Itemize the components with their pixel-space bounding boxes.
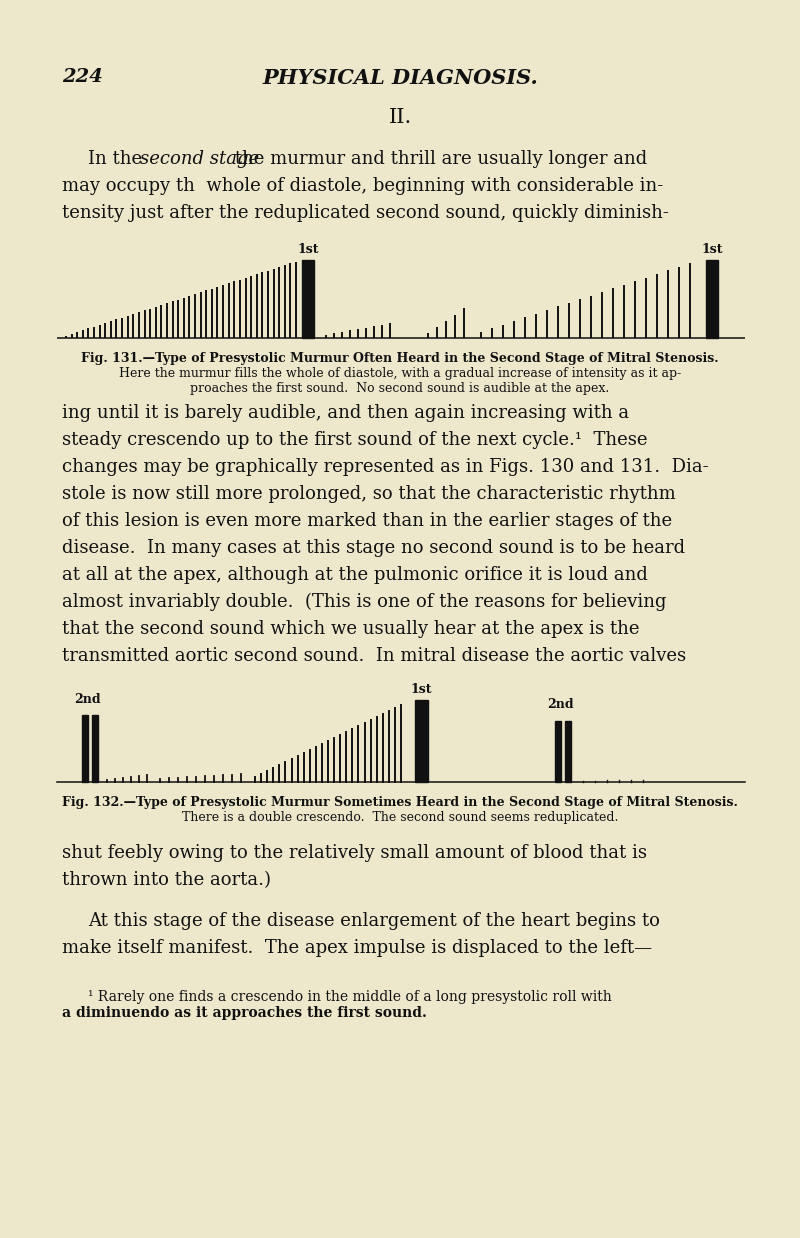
Text: 1st: 1st (702, 243, 722, 256)
Text: 2nd: 2nd (546, 698, 574, 711)
Text: ing until it is barely audible, and then again increasing with a: ing until it is barely audible, and then… (62, 404, 629, 422)
Text: Here the murmur fills the whole of diastole, with a gradual increase of intensit: Here the murmur fills the whole of diast… (119, 366, 681, 380)
Text: transmitted aortic second sound.  In mitral disease the aortic valves: transmitted aortic second sound. In mitr… (62, 647, 686, 665)
Text: proaches the first sound.  No second sound is audible at the apex.: proaches the first sound. No second soun… (190, 383, 610, 395)
Text: 224: 224 (62, 68, 103, 85)
Text: ¹ Rarely one finds a crescendo in the middle of a long presystolic roll with: ¹ Rarely one finds a crescendo in the mi… (88, 990, 612, 1004)
Text: that the second sound which we usually hear at the apex is the: that the second sound which we usually h… (62, 620, 639, 638)
Text: make itself manifest.  The apex impulse is displaced to the left—: make itself manifest. The apex impulse i… (62, 938, 652, 957)
Bar (92, 714, 98, 782)
Text: changes may be graphically represented as in Figs. 130 and 131.  Dia-: changes may be graphically represented a… (62, 458, 709, 475)
Text: 2nd: 2nd (74, 693, 100, 706)
Text: II.: II. (388, 108, 412, 128)
Text: the murmur and thrill are usually longer and: the murmur and thrill are usually longer… (229, 150, 647, 168)
Bar (555, 721, 561, 782)
Bar (565, 721, 571, 782)
Text: of this lesion is even more marked than in the earlier stages of the: of this lesion is even more marked than … (62, 513, 672, 530)
Text: At this stage of the disease enlargement of the heart begins to: At this stage of the disease enlargement… (88, 912, 660, 930)
Text: 1st: 1st (298, 243, 318, 256)
Text: Fig. 131.—Type of Presystolic Murmur Often Heard in the Second Stage of Mitral S: Fig. 131.—Type of Presystolic Murmur Oft… (81, 352, 719, 365)
Text: at all at the apex, although at the pulmonic orifice it is loud and: at all at the apex, although at the pulm… (62, 566, 648, 584)
Text: may occupy th  whole of diastole, beginning with considerable in-: may occupy th whole of diastole, beginni… (62, 177, 663, 196)
Text: shut feebly owing to the relatively small amount of blood that is: shut feebly owing to the relatively smal… (62, 844, 647, 862)
Text: 1st: 1st (410, 683, 432, 696)
Text: In the: In the (88, 150, 148, 168)
Text: stole is now still more prolonged, so that the characteristic rhythm: stole is now still more prolonged, so th… (62, 485, 676, 503)
Text: steady crescendo up to the first sound of the next cycle.¹  These: steady crescendo up to the first sound o… (62, 431, 647, 449)
Bar (706, 260, 718, 338)
Text: disease.  In many cases at this stage no second sound is to be heard: disease. In many cases at this stage no … (62, 539, 685, 557)
Bar (82, 714, 88, 782)
Text: tensity just after the reduplicated second sound, quickly diminish-: tensity just after the reduplicated seco… (62, 204, 669, 222)
Bar (415, 699, 428, 782)
Text: Fig. 132.—Type of Presystolic Murmur Sometimes Heard in the Second Stage of Mitr: Fig. 132.—Type of Presystolic Murmur Som… (62, 796, 738, 808)
Text: PHYSICAL DIAGNOSIS.: PHYSICAL DIAGNOSIS. (262, 68, 538, 88)
Text: second stage: second stage (140, 150, 259, 168)
Text: thrown into the aorta.): thrown into the aorta.) (62, 872, 271, 889)
Text: a diminuendo as it approaches the first sound.: a diminuendo as it approaches the first … (62, 1006, 427, 1020)
Text: almost invariably double.  (This is one of the reasons for believing: almost invariably double. (This is one o… (62, 593, 666, 612)
Text: There is a double crescendo.  The second sound seems reduplicated.: There is a double crescendo. The second … (182, 811, 618, 825)
Bar (302, 260, 314, 338)
